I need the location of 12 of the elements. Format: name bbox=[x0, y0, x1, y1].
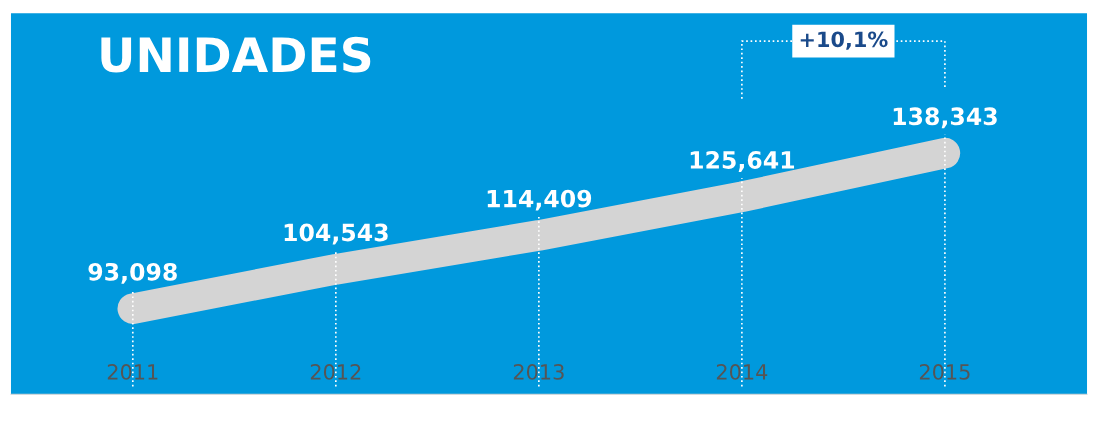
data-label: 114,409 bbox=[487, 189, 592, 211]
x-tick-label: 2015 bbox=[919, 364, 970, 380]
data-label: 138,343 bbox=[893, 107, 997, 129]
data-label: 104,543 bbox=[284, 223, 388, 245]
text: +10,1% bbox=[800, 31, 888, 50]
data-label: 125,641 bbox=[690, 151, 795, 172]
chart-title: UNIDADES bbox=[101, 36, 371, 73]
x-tick-label: 2013 bbox=[513, 364, 564, 380]
x-tick-label: 2012 bbox=[310, 364, 361, 380]
x-tick-label: 2011 bbox=[107, 364, 158, 380]
x-tick-label: 2014 bbox=[716, 364, 768, 380]
data-label: 93,098 bbox=[88, 262, 177, 284]
